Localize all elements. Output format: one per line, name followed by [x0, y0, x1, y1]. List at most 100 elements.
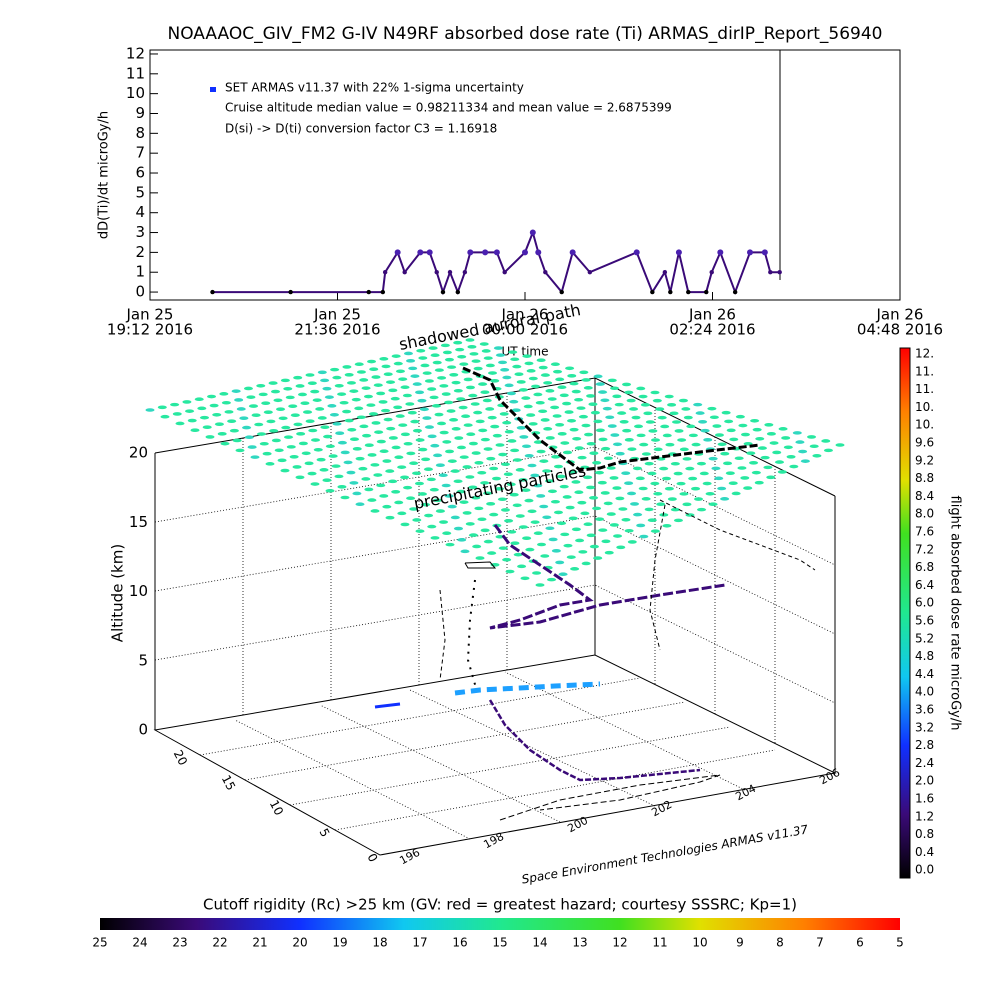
particle [578, 414, 588, 419]
particle [330, 367, 340, 372]
particle [262, 451, 272, 456]
particle [175, 421, 185, 426]
colorbar-label: flight absorbed dose rate microGy/h [948, 496, 963, 731]
particle [463, 377, 473, 382]
particle [468, 393, 478, 398]
particle [723, 461, 733, 466]
x-tick-label: 19:12 2016 [107, 321, 193, 339]
particle [631, 415, 641, 420]
particle [170, 402, 180, 407]
particle-field [145, 338, 845, 587]
particle [639, 442, 649, 447]
particle [327, 404, 337, 408]
particle [471, 495, 481, 500]
particle [615, 496, 625, 501]
colorbar-tick-label: 9 [736, 936, 744, 950]
particle [382, 504, 392, 509]
particle [470, 402, 480, 406]
x-tick-label: Jan 26 [501, 306, 549, 324]
x-tick-label: 04:48 2016 [857, 321, 943, 339]
panel-3d [153, 377, 837, 856]
y-tick-label: 7 [135, 144, 145, 162]
particle [575, 538, 585, 543]
particle [368, 412, 378, 416]
particle [351, 397, 361, 402]
y-tick-label: 12 [126, 44, 145, 62]
particle [524, 498, 534, 503]
particle [157, 405, 167, 410]
particle [400, 475, 410, 480]
particle [606, 512, 616, 516]
colorbar-tick-label: 5 [896, 936, 904, 950]
particle [571, 480, 581, 484]
particle [581, 561, 591, 566]
particle [551, 549, 561, 553]
particle [711, 466, 721, 471]
colorbar-tick-label: 4.4 [915, 667, 934, 681]
particle [325, 488, 335, 493]
particle [383, 417, 393, 422]
particle [650, 390, 660, 395]
particle [340, 450, 350, 455]
particle [248, 404, 258, 408]
particle [754, 480, 764, 485]
data-point [288, 289, 293, 295]
particle [277, 458, 287, 463]
particle [444, 400, 454, 405]
particle [504, 383, 514, 388]
particle [453, 526, 463, 531]
colorbar-tick-label: 2.4 [915, 756, 934, 770]
particle [505, 569, 515, 574]
particle [586, 533, 596, 538]
particle [510, 357, 520, 362]
particle [367, 359, 377, 364]
z-axis-label: Altitude (km) [109, 544, 127, 642]
colorbar-tick-label: 18 [372, 936, 387, 950]
particle [638, 394, 648, 399]
data-point [559, 289, 564, 295]
y-axis-label: dD(Ti)/dt microGy/h [97, 111, 112, 239]
particle [187, 418, 197, 423]
bottom-tick-label: 202 [649, 798, 674, 819]
particle [400, 385, 410, 390]
x-tick-label: Jan 25 [313, 306, 361, 324]
particle [426, 477, 436, 482]
particle [498, 546, 508, 550]
particle [503, 472, 513, 477]
particle [598, 437, 608, 442]
particle [566, 555, 576, 559]
particle [439, 430, 449, 435]
particle [570, 567, 580, 571]
particle [778, 427, 788, 431]
bottom-tick-label: 200 [565, 814, 590, 835]
particle [335, 431, 345, 435]
x-tick-label: Jan 26 [688, 306, 736, 324]
particle [609, 523, 619, 527]
particle [284, 435, 294, 439]
particle [445, 542, 455, 547]
particle [568, 470, 578, 474]
data-point [633, 249, 640, 256]
particle [246, 395, 256, 399]
particle [737, 466, 747, 470]
particle [297, 392, 307, 397]
particle [467, 345, 477, 349]
data-point [777, 270, 782, 275]
colorbar-tick-label: 0.4 [915, 845, 934, 859]
particle [269, 429, 279, 433]
particle [307, 471, 317, 476]
particle [622, 428, 632, 433]
particle [691, 442, 701, 447]
x-tick-label: 21:36 2016 [294, 321, 380, 339]
particle [560, 532, 570, 537]
particle [234, 398, 244, 402]
particle [403, 351, 413, 356]
particle [526, 369, 536, 373]
particle [459, 500, 469, 504]
x-axis-label: UT time [501, 345, 548, 359]
particle [305, 419, 315, 423]
particle [231, 389, 241, 393]
particle [717, 486, 727, 491]
particle [320, 378, 330, 383]
particle [236, 407, 246, 411]
